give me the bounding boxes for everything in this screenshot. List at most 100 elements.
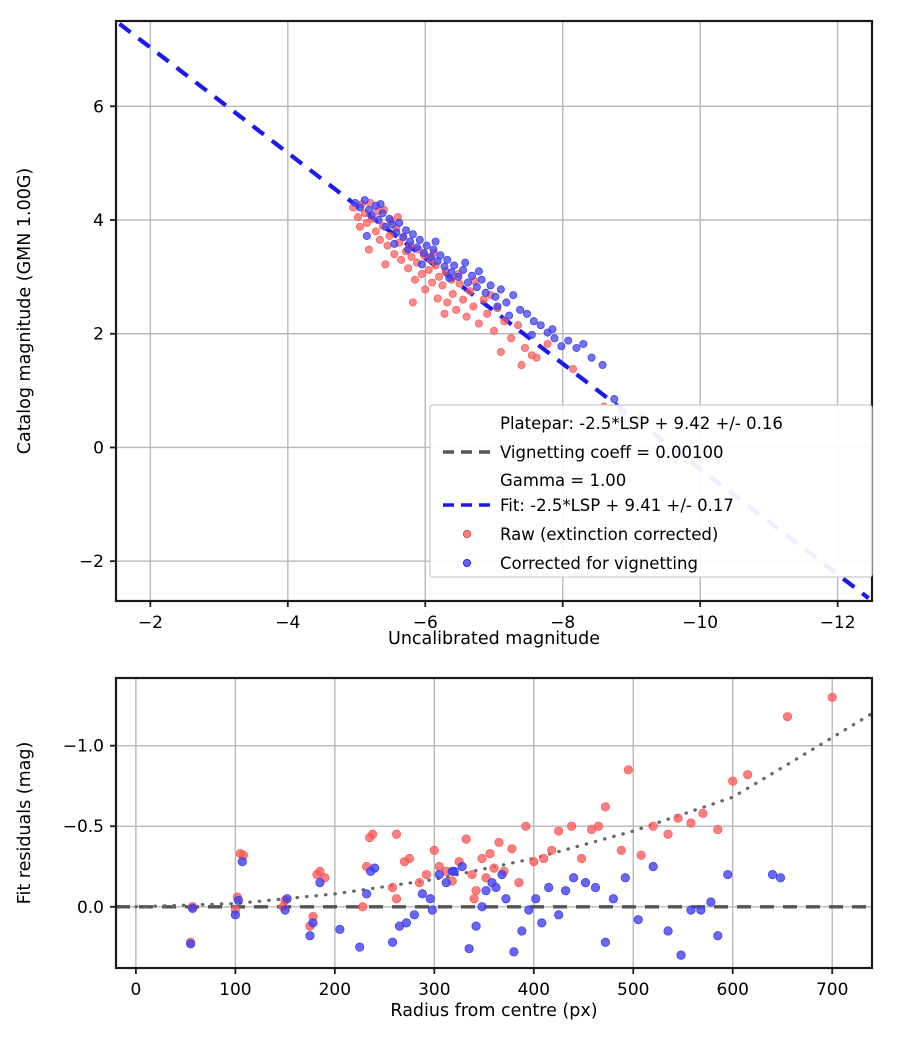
scatter-point bbox=[547, 845, 557, 855]
top-legend: Platepar: -2.5*LSP + 9.42 +/- 0.16 Vigne… bbox=[429, 404, 873, 578]
scatter-point bbox=[280, 905, 290, 915]
tick-label-x: −4 bbox=[275, 613, 300, 633]
scatter-point bbox=[448, 289, 457, 298]
scatter-point bbox=[399, 233, 408, 242]
scatter-point bbox=[388, 220, 397, 229]
scatter-point bbox=[440, 309, 449, 318]
scatter-point bbox=[374, 216, 383, 225]
scatter-point bbox=[427, 905, 437, 915]
scatter-point bbox=[413, 243, 422, 252]
scatter-point bbox=[500, 317, 509, 326]
scatter-point bbox=[447, 866, 457, 876]
scatter-point bbox=[633, 915, 643, 925]
scatter-point bbox=[355, 942, 365, 952]
scatter-point bbox=[421, 285, 430, 294]
scatter-point bbox=[441, 878, 451, 888]
scatter-point bbox=[455, 279, 464, 288]
scatter-point bbox=[355, 222, 364, 231]
scatter-point bbox=[355, 203, 364, 212]
top-axes-frame bbox=[114, 19, 874, 603]
top-yaxis-label: Catalog magnitude (GMN 1.00G) bbox=[15, 168, 35, 455]
scatter-point bbox=[452, 305, 461, 314]
scatter-point bbox=[516, 305, 525, 314]
scatter-point bbox=[385, 231, 394, 240]
scatter-point bbox=[457, 861, 467, 872]
scatter-point bbox=[391, 829, 402, 839]
tick-label-y: 2 bbox=[93, 325, 104, 345]
scatter-point bbox=[698, 808, 708, 818]
scatter-point bbox=[489, 326, 498, 335]
scatter-point bbox=[536, 321, 545, 330]
scatter-point bbox=[623, 765, 633, 775]
scatter-point bbox=[544, 882, 554, 893]
scatter-point bbox=[414, 878, 424, 888]
top-gridlines bbox=[116, 21, 872, 601]
scatter-point bbox=[713, 824, 723, 835]
scatter-point bbox=[531, 894, 541, 904]
scatter-point bbox=[443, 298, 452, 307]
scatter-point bbox=[315, 878, 325, 888]
tick-label-x: −8 bbox=[550, 613, 575, 633]
scatter-point bbox=[569, 364, 578, 373]
scatter-point bbox=[464, 944, 474, 954]
scatter-point bbox=[429, 245, 438, 254]
bottom-tick-labels: 0 100 200 300 400 500 600 700 0.0 −0.5 −1.0 bbox=[63, 737, 849, 1000]
scatter-point bbox=[440, 262, 449, 271]
scatter-point bbox=[479, 295, 488, 304]
scatter-point bbox=[417, 270, 426, 279]
scatter-point bbox=[459, 295, 468, 304]
scatter-point bbox=[648, 821, 658, 831]
scatter-point bbox=[600, 802, 611, 812]
scatter-point bbox=[517, 926, 527, 936]
bottom-yaxis-label: Fit residuals (mag) bbox=[15, 742, 35, 905]
scatter-point bbox=[381, 260, 390, 269]
scatter-point bbox=[520, 343, 529, 352]
scatter-point bbox=[392, 228, 401, 237]
scatter-point bbox=[463, 278, 472, 287]
scatter-point bbox=[445, 274, 454, 283]
tick-label-y: −1.0 bbox=[63, 737, 104, 757]
scatter-point bbox=[610, 395, 619, 404]
scatter-point bbox=[438, 281, 447, 290]
scatter-point bbox=[608, 894, 618, 904]
scatter-point bbox=[465, 287, 474, 296]
scatter-point bbox=[406, 237, 415, 246]
tick-label-y: 6 bbox=[93, 97, 104, 117]
legend-label-gamma: Gamma = 1.00 bbox=[500, 471, 626, 490]
scatter-point bbox=[395, 218, 404, 227]
scatter-point bbox=[673, 813, 683, 823]
scatter-point bbox=[376, 200, 385, 209]
scatter-point bbox=[539, 853, 549, 864]
scatter-point bbox=[415, 235, 424, 244]
scatter-point bbox=[616, 845, 626, 855]
scatter-point bbox=[524, 905, 534, 915]
scatter-point bbox=[429, 845, 439, 855]
scatter-point bbox=[358, 902, 368, 912]
tick-label-x: 200 bbox=[319, 980, 351, 1000]
scatter-point bbox=[467, 869, 477, 880]
scatter-point bbox=[514, 321, 523, 330]
scatter-point bbox=[521, 821, 531, 831]
scatter-point bbox=[489, 863, 499, 873]
scatter-point bbox=[230, 910, 240, 920]
bottom-model-lines bbox=[116, 711, 874, 909]
tick-label-x: 400 bbox=[518, 980, 550, 1000]
scatter-point bbox=[743, 770, 753, 780]
scatter-point bbox=[426, 252, 435, 261]
scatter-point bbox=[543, 339, 552, 348]
scatter-point bbox=[436, 251, 445, 260]
tick-label-y: 4 bbox=[93, 211, 104, 231]
scatter-point bbox=[401, 918, 412, 928]
scatter-point bbox=[493, 302, 502, 311]
scatter-point bbox=[827, 692, 837, 702]
scatter-point bbox=[417, 260, 426, 269]
scatter-point bbox=[491, 882, 501, 893]
scatter-point bbox=[481, 288, 490, 297]
tick-label-x: 700 bbox=[816, 980, 848, 1000]
scatter-point bbox=[408, 230, 417, 239]
scatter-point bbox=[676, 950, 686, 960]
tick-label-x: 600 bbox=[717, 980, 749, 1000]
legend-label-platepar: Platepar: -2.5*LSP + 9.42 +/- 0.16 bbox=[500, 414, 783, 433]
scatter-point bbox=[471, 921, 481, 931]
